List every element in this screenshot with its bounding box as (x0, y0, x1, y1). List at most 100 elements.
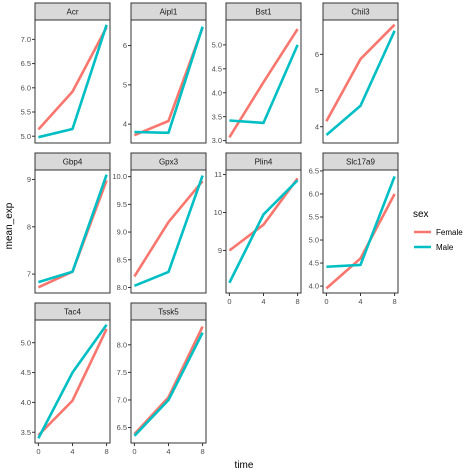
x-tick-label: 0 (227, 297, 231, 306)
facet-panel-tssk5: Tssk5 6.5 7.0 7.5 8.0 0 4 8 (117, 302, 207, 456)
y-tick-label: 6.0 (309, 190, 319, 199)
y-tick-label: 3.5 (212, 112, 222, 121)
facet-panel-aipl1: Aipl1 4 5 6 (123, 2, 207, 144)
y-tick-label: 5.0 (21, 338, 31, 347)
y-tick-label: 8.0 (117, 340, 127, 349)
facet-strip-label: Acr (67, 8, 79, 17)
facet-strip-label: Slc17a9 (346, 158, 375, 167)
y-tick-label: 5 (123, 80, 127, 89)
legend-entries: Female Male (414, 228, 463, 252)
facet-strip-label: Chil3 (351, 8, 370, 17)
y-tick-label: 5.5 (21, 108, 31, 117)
y-tick-label: 6.5 (309, 167, 319, 176)
facet-panel-plin4: Plin4 9 10 11 0 4 8 (214, 152, 302, 306)
y-tick-label: 7.5 (117, 368, 127, 377)
y-tick-label: 5.0 (309, 236, 319, 245)
y-tick-label: 6 (123, 41, 127, 50)
y-tick-label: 6 (315, 50, 319, 59)
facet-panels: Acr 5.0 5.5 6.0 6.5 7.0 Aipl1 4 5 6 Bst1 3.0 3.5 4.0 4… (21, 2, 399, 456)
y-tick-label: 8.0 (117, 283, 127, 292)
y-tick-label: 4.0 (309, 282, 319, 291)
facet-plot-area (34, 19, 111, 144)
series-line-female (133, 180, 204, 278)
y-tick-label: 4.5 (212, 64, 222, 73)
facet-strip-label: Gpx3 (159, 158, 179, 167)
facet-plot-area (322, 19, 399, 144)
y-tick-label: 11 (214, 170, 222, 179)
series-line-male (228, 179, 299, 284)
y-tick-label: 4.5 (309, 259, 319, 268)
y-tick-label: 4 (123, 120, 127, 129)
facet-panel-bst1: Bst1 3.0 3.5 4.0 4.5 5.0 (212, 2, 302, 145)
facet-panel-gbp4: Gbp4 7 8 9 (27, 152, 111, 294)
series-line-male (133, 332, 204, 437)
y-tick-label: 5 (315, 86, 319, 95)
facet-panel-tac4: Tac4 3.5 4.0 4.5 5.0 0 4 8 (21, 302, 111, 456)
series-line-female (228, 28, 299, 138)
series-line-female (37, 26, 108, 131)
x-axis-title: time (235, 460, 254, 471)
facet-panel-gpx3: Gpx3 8.0 8.5 9.0 9.5 10.0 (112, 152, 207, 294)
legend-item-female: Female (414, 228, 463, 237)
facet-plot-area (34, 169, 111, 294)
y-tick-label: 5.5 (309, 213, 319, 222)
y-tick-label: 4.0 (21, 398, 31, 407)
x-tick-label: 8 (201, 447, 205, 456)
facet-plot-area (130, 169, 207, 294)
series-line-male (37, 324, 108, 439)
y-tick-label: 9 (218, 246, 222, 255)
series-line-male (229, 44, 299, 125)
series-line-male (326, 175, 396, 269)
y-tick-label: 6.5 (21, 59, 31, 68)
x-tick-label: 4 (261, 297, 265, 306)
y-tick-label: 9.5 (117, 200, 127, 209)
legend-title: sex (413, 209, 429, 220)
y-tick-label: 5.0 (21, 132, 31, 141)
y-tick-label: 9.0 (117, 228, 127, 237)
facet-panel-chil3: Chil3 4 5 6 (315, 2, 399, 144)
legend-label-female: Female (436, 228, 463, 237)
facet-panel-acr: Acr 5.0 5.5 6.0 6.5 7.0 (21, 2, 111, 144)
x-tick-label: 4 (70, 447, 74, 456)
series-line-male (325, 30, 396, 137)
y-tick-label: 4 (315, 122, 319, 131)
facet-strip-label: Bst1 (255, 8, 272, 17)
facet-strip-label: Tac4 (64, 308, 81, 317)
series-line-female (228, 177, 299, 252)
series-line-female (37, 328, 108, 437)
legend: sex Female Male (413, 209, 463, 252)
y-tick-label: 6.0 (21, 83, 31, 92)
y-tick-label: 10.0 (112, 172, 127, 181)
legend-label-male: Male (436, 243, 454, 252)
x-tick-label: 4 (358, 297, 362, 306)
x-tick-label: 8 (296, 297, 300, 306)
y-tick-label: 7 (27, 270, 31, 279)
y-tick-label: 8 (27, 222, 31, 231)
facet-strip-label: Gbp4 (63, 158, 83, 167)
y-tick-label: 3.0 (212, 136, 222, 145)
x-tick-label: 0 (36, 447, 40, 456)
y-tick-label: 5.0 (212, 40, 222, 49)
series-line-male (38, 24, 108, 139)
y-tick-label: 8.5 (117, 255, 127, 264)
y-tick-label: 10 (214, 208, 222, 217)
legend-item-male: Male (414, 243, 454, 252)
x-tick-label: 4 (166, 447, 170, 456)
series-line-female (325, 23, 396, 122)
x-tick-label: 0 (324, 297, 328, 306)
facet-strip-label: Aipl1 (160, 8, 178, 17)
y-axis-title: mean_exp (4, 202, 15, 249)
x-tick-label: 8 (393, 297, 397, 306)
y-tick-label: 7.0 (21, 35, 31, 44)
facet-panel-slc17a9: Slc17a9 4.0 4.5 5.0 5.5 6.0 6.5 0 4 8 (309, 152, 399, 306)
x-tick-label: 0 (132, 447, 136, 456)
series-line-male (38, 174, 108, 284)
facet-strip-label: Tssk5 (158, 308, 179, 317)
series-line-male (133, 175, 204, 288)
y-tick-label: 6.5 (117, 423, 127, 432)
y-tick-label: 4.5 (21, 368, 31, 377)
facet-plot-area (322, 169, 399, 294)
series-line-male (134, 26, 204, 135)
y-tick-label: 7.0 (117, 396, 127, 405)
